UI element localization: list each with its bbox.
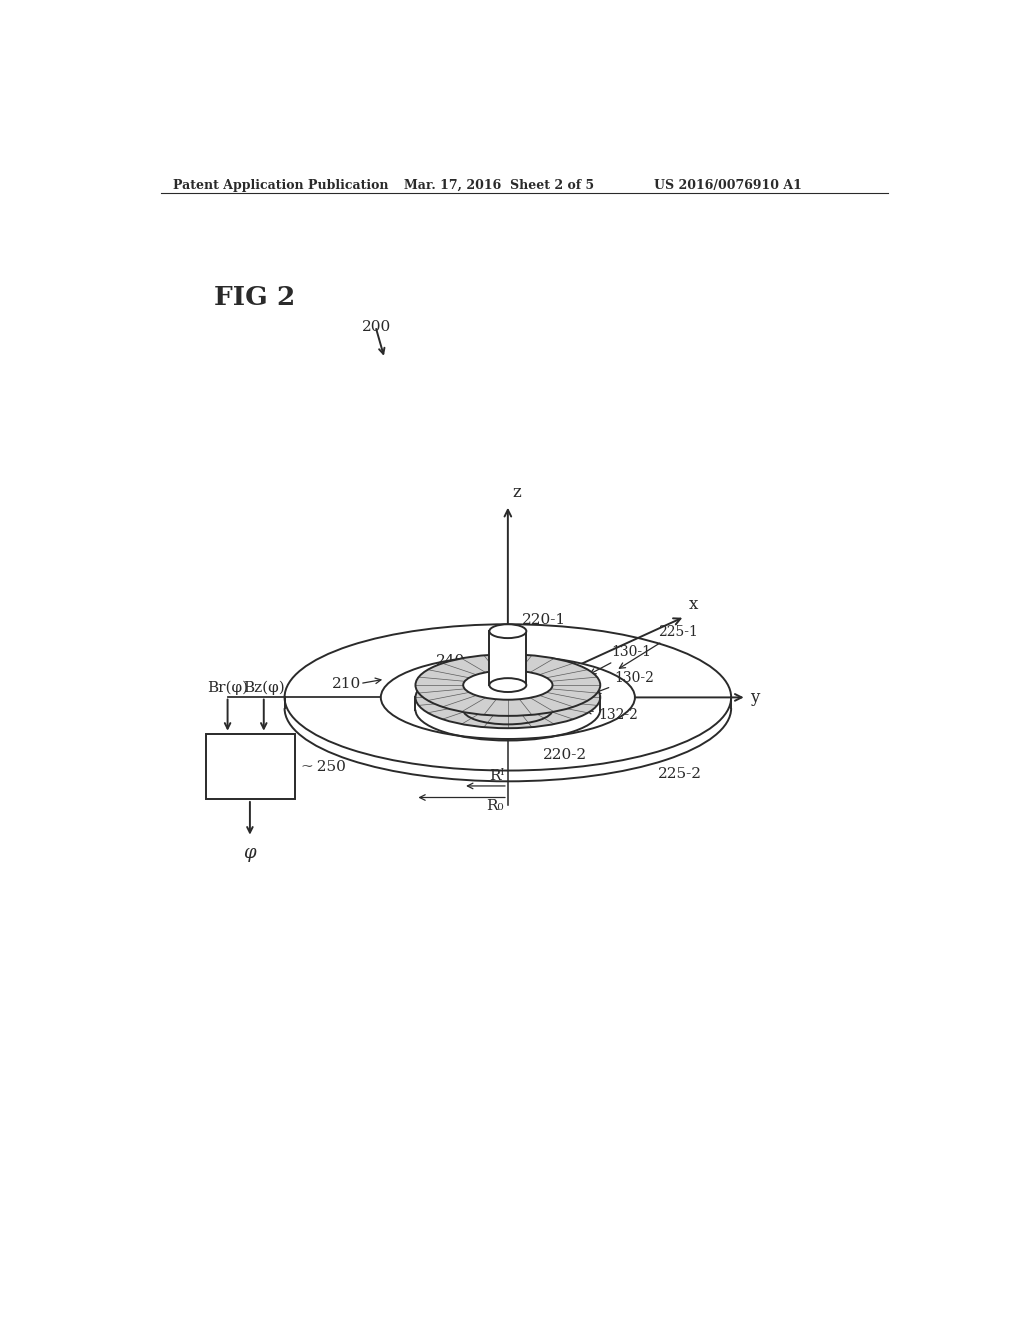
Text: 220-2: 220-2: [543, 748, 587, 762]
Text: 210: 210: [333, 677, 361, 690]
Text: ~ 250: ~ 250: [301, 760, 346, 774]
Text: 220-1: 220-1: [521, 614, 566, 627]
Ellipse shape: [489, 678, 526, 692]
Ellipse shape: [416, 655, 600, 715]
Text: 132-2: 132-2: [586, 708, 639, 722]
Text: 225-1: 225-1: [620, 624, 698, 668]
Text: Br(φ): Br(φ): [207, 681, 248, 696]
Text: Mar. 17, 2016  Sheet 2 of 5: Mar. 17, 2016 Sheet 2 of 5: [403, 180, 594, 193]
Text: y: y: [751, 689, 760, 706]
Text: R₀: R₀: [486, 799, 504, 813]
Text: Patent Application Publication: Patent Application Publication: [173, 180, 388, 193]
Text: Rᴵ: Rᴵ: [488, 768, 504, 783]
Text: φ: φ: [244, 843, 256, 862]
Text: 225-2: 225-2: [658, 767, 702, 781]
Ellipse shape: [416, 667, 600, 729]
Ellipse shape: [381, 656, 635, 739]
Polygon shape: [489, 631, 526, 685]
Text: 130-1: 130-1: [590, 645, 652, 675]
Text: US 2016/0076910 A1: US 2016/0076910 A1: [654, 180, 802, 193]
Text: 200: 200: [361, 321, 391, 334]
Ellipse shape: [463, 671, 553, 700]
Ellipse shape: [489, 624, 526, 638]
Ellipse shape: [463, 682, 553, 711]
Text: FIG 2: FIG 2: [214, 285, 295, 310]
Text: 130-2: 130-2: [595, 671, 654, 693]
Ellipse shape: [285, 624, 731, 771]
Text: x: x: [689, 595, 698, 612]
Text: 240: 240: [436, 653, 466, 668]
FancyBboxPatch shape: [206, 734, 295, 799]
Text: z: z: [512, 484, 521, 502]
Text: Bz(φ): Bz(φ): [243, 681, 285, 696]
